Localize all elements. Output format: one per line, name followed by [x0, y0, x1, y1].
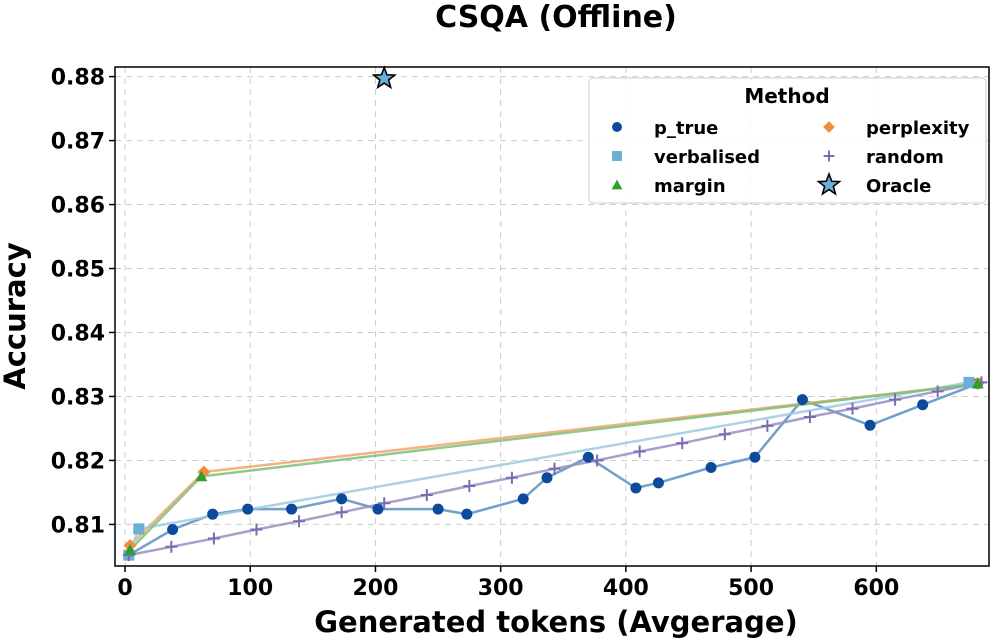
x-axis-label: Generated tokens (Avgerage) [314, 605, 798, 639]
data-point-p_true [705, 461, 717, 473]
legend-marker-Oracle [816, 171, 842, 196]
legend: Method p_true perplexity verbalised random m… [588, 77, 987, 204]
data-point-verbalised [133, 523, 145, 535]
y-tick-label: 0.81 [51, 513, 105, 538]
data-point-random [293, 515, 306, 528]
y-tick-label: 0.86 [51, 194, 105, 219]
y-tick-label: 0.84 [51, 321, 105, 346]
legend-marker-verbalised [612, 151, 622, 161]
legend-box [588, 77, 987, 204]
series-markers [122, 65, 988, 562]
axis-ticks: 0 100 200 300 400 500 600 0.81 0.82 0.83 0.84 0.85 0… [51, 66, 900, 601]
data-point-random [207, 532, 220, 545]
data-point-random [250, 523, 263, 536]
data-point-random [761, 419, 774, 432]
data-point-random [846, 402, 859, 415]
data-point-p_true [749, 451, 761, 463]
legend-label: Oracle [866, 176, 931, 197]
data-point-p_true [864, 419, 876, 431]
y-tick-label: 0.83 [51, 385, 105, 410]
data-point-p_true [517, 493, 529, 505]
x-tick-label: 100 [227, 576, 273, 601]
data-point-margin [195, 470, 208, 482]
data-point-random [505, 471, 518, 484]
y-axis-label: Accuracy [0, 242, 32, 390]
data-point-p_true [630, 482, 642, 494]
legend-entries: p_true perplexity verbalised random margin Or… [611, 118, 970, 197]
data-point-margin [124, 544, 137, 555]
y-tick-label: 0.85 [51, 258, 105, 283]
legend-label: margin [654, 176, 726, 197]
data-point-random [676, 437, 689, 450]
y-tick-label: 0.82 [51, 449, 105, 474]
x-tick-label: 600 [853, 576, 899, 601]
data-point-random [420, 488, 433, 501]
data-point-random [548, 462, 561, 475]
data-point-random [889, 393, 902, 406]
x-tick-label: 400 [603, 576, 649, 601]
legend-label: random [866, 147, 944, 168]
data-point-p_true [432, 503, 444, 515]
data-point-p_true [207, 508, 219, 520]
legend-label: perplexity [866, 118, 970, 139]
data-point-p_true [541, 472, 553, 484]
data-point-margin [971, 377, 984, 389]
y-tick-label: 0.87 [51, 130, 105, 155]
x-tick-label: 200 [352, 576, 398, 601]
legend-marker-p_true [612, 122, 622, 132]
data-point-random [165, 540, 178, 553]
x-tick-label: 0 [117, 576, 132, 601]
data-point-p_true [167, 524, 179, 536]
data-point-p_true [652, 477, 664, 489]
data-point-Oracle [371, 65, 397, 90]
data-point-p_true [242, 503, 254, 515]
data-point-p_true [372, 503, 384, 515]
y-tick-label: 0.88 [51, 66, 105, 91]
data-point-random [463, 480, 476, 493]
data-point-random [931, 385, 944, 398]
legend-marker-margin [611, 179, 623, 190]
data-point-p_true [336, 493, 348, 505]
data-point-random [718, 428, 731, 441]
data-point-random [378, 497, 391, 510]
legend-marker-random [823, 150, 835, 162]
data-point-random [335, 506, 348, 519]
legend-title: Method [744, 84, 829, 108]
data-point-p_true [582, 451, 594, 463]
data-point-random [803, 410, 816, 423]
x-tick-label: 300 [478, 576, 524, 601]
legend-label: verbalised [654, 147, 760, 168]
data-point-p_true [917, 399, 929, 411]
data-point-p_true [796, 394, 808, 406]
legend-label: p_true [654, 118, 718, 139]
legend-marker-perplexity [823, 121, 835, 133]
data-point-p_true [286, 503, 298, 515]
data-point-p_true [461, 508, 473, 520]
plot-frame [114, 66, 990, 567]
data-point-random [633, 445, 646, 458]
x-tick-label: 500 [728, 576, 774, 601]
data-point-random [591, 454, 604, 467]
chart-title: CSQA (Offline) [435, 0, 677, 35]
data-point-verbalised [963, 376, 975, 388]
